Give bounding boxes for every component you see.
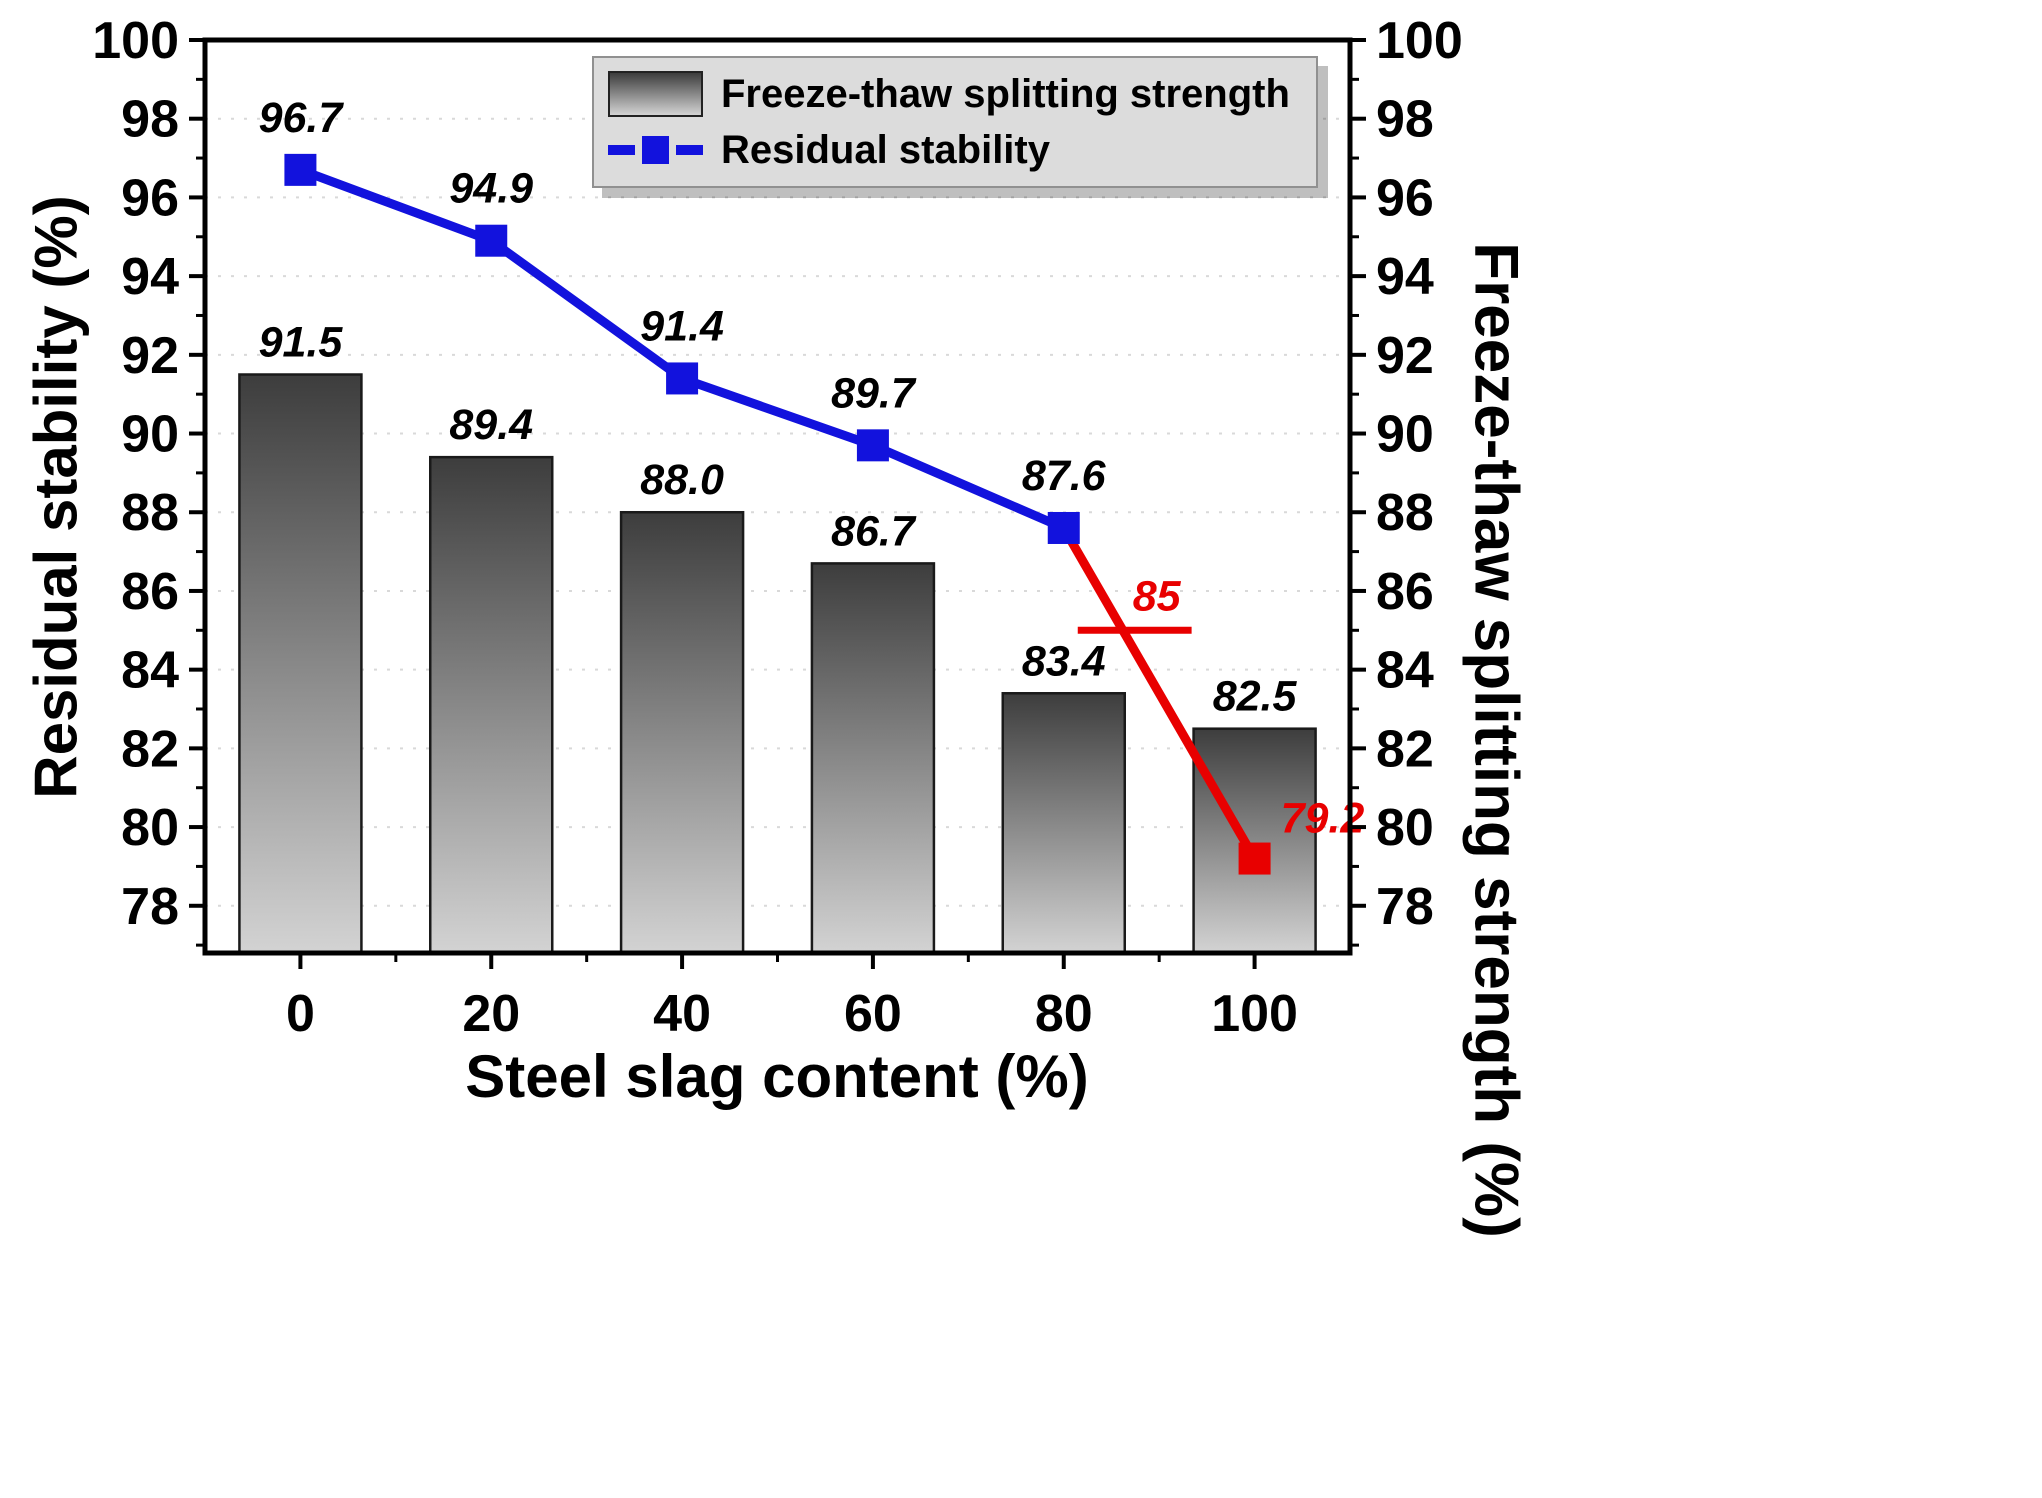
legend-label-bars: Freeze-thaw splitting strength [721,72,1290,116]
x-axis-title: Steel slag content (%) [465,1043,1089,1110]
line-marker [284,153,317,186]
y-tick-label-right: 100 [1376,12,1463,70]
y-tick-label-left: 98 [121,91,179,149]
line-marker [1238,842,1271,875]
y-tick-label-left: 96 [121,169,179,227]
legend-item-bars: Freeze-thaw splitting strength [608,68,1290,120]
line-value-label: 87.6 [1022,452,1107,500]
bar [619,510,745,955]
blue-line-swatch [608,136,703,164]
line-value-label: 94.9 [449,165,533,213]
line-marker [475,224,508,257]
y-tick-label-right: 82 [1376,720,1434,778]
bar [810,562,936,955]
square-marker-icon [641,136,670,164]
y-tick-label-right: 88 [1376,484,1434,542]
line-marker [856,429,889,462]
line-dash-icon [608,145,635,155]
bar [429,455,554,955]
y-tick-label-right: 96 [1376,169,1434,227]
y-tick-label-right: 84 [1376,642,1434,700]
y-tick-label-left: 90 [121,406,179,464]
y-tick-label-left: 80 [121,799,179,857]
bar-gradient-swatch [608,71,703,117]
y-tick-label-left: 78 [121,878,179,936]
x-tick-label: 60 [844,985,902,1043]
x-tick-label: 0 [286,985,315,1043]
line-value-label: 91.4 [640,302,724,350]
line-marker [666,362,699,395]
bar-value-label: 91.5 [259,319,344,367]
bar-value-label: 89.4 [449,401,533,449]
bar-value-label: 83.4 [1022,637,1106,685]
bar [1001,692,1126,955]
y-tick-label-right: 78 [1376,878,1434,936]
line-value-label: 96.7 [259,94,345,142]
y-tick-label-left: 82 [121,720,179,778]
y-tick-label-right: 86 [1376,563,1434,621]
line-marker [1047,511,1080,544]
x-tick-label: 80 [1035,985,1093,1043]
y-tick-label-right: 92 [1376,327,1434,385]
y-tick-label-right: 94 [1376,248,1434,306]
y-tick-label-right: 90 [1376,406,1434,464]
line-value-label: 89.7 [831,369,917,417]
bar-value-label: 82.5 [1213,673,1298,721]
y-tick-label-left: 86 [121,563,179,621]
y-tick-label-left: 100 [92,12,179,70]
threshold-label: 85 [1133,572,1182,620]
bar-value-label: 88.0 [640,456,724,504]
y-tick-label-right: 80 [1376,799,1434,857]
bar [238,373,363,955]
legend-label-line: Residual stability [721,128,1050,172]
plot-frame [202,37,1353,956]
y-axis-title-right: Freeze-thaw splitting strength (%) [1461,242,1531,1238]
bar-value-label: 86.7 [831,507,917,555]
y-tick-label-left: 94 [121,248,179,306]
x-tick-label: 40 [653,985,711,1043]
line-dash-icon [676,145,703,155]
x-tick-label: 100 [1211,985,1298,1043]
y-axis-title-left: Residual stability (%) [22,195,90,799]
x-tick-label: 20 [462,985,520,1043]
legend-item-line: Residual stability [608,124,1290,176]
bar [1192,727,1317,955]
legend: Freeze-thaw splitting strength Residual … [592,56,1318,188]
y-tick-label-left: 84 [121,642,179,700]
y-tick-label-left: 88 [121,484,179,542]
y-tick-label-right: 98 [1376,91,1434,149]
line-segment-below-threshold [1059,525,1259,861]
y-tick-label-left: 92 [121,327,179,385]
